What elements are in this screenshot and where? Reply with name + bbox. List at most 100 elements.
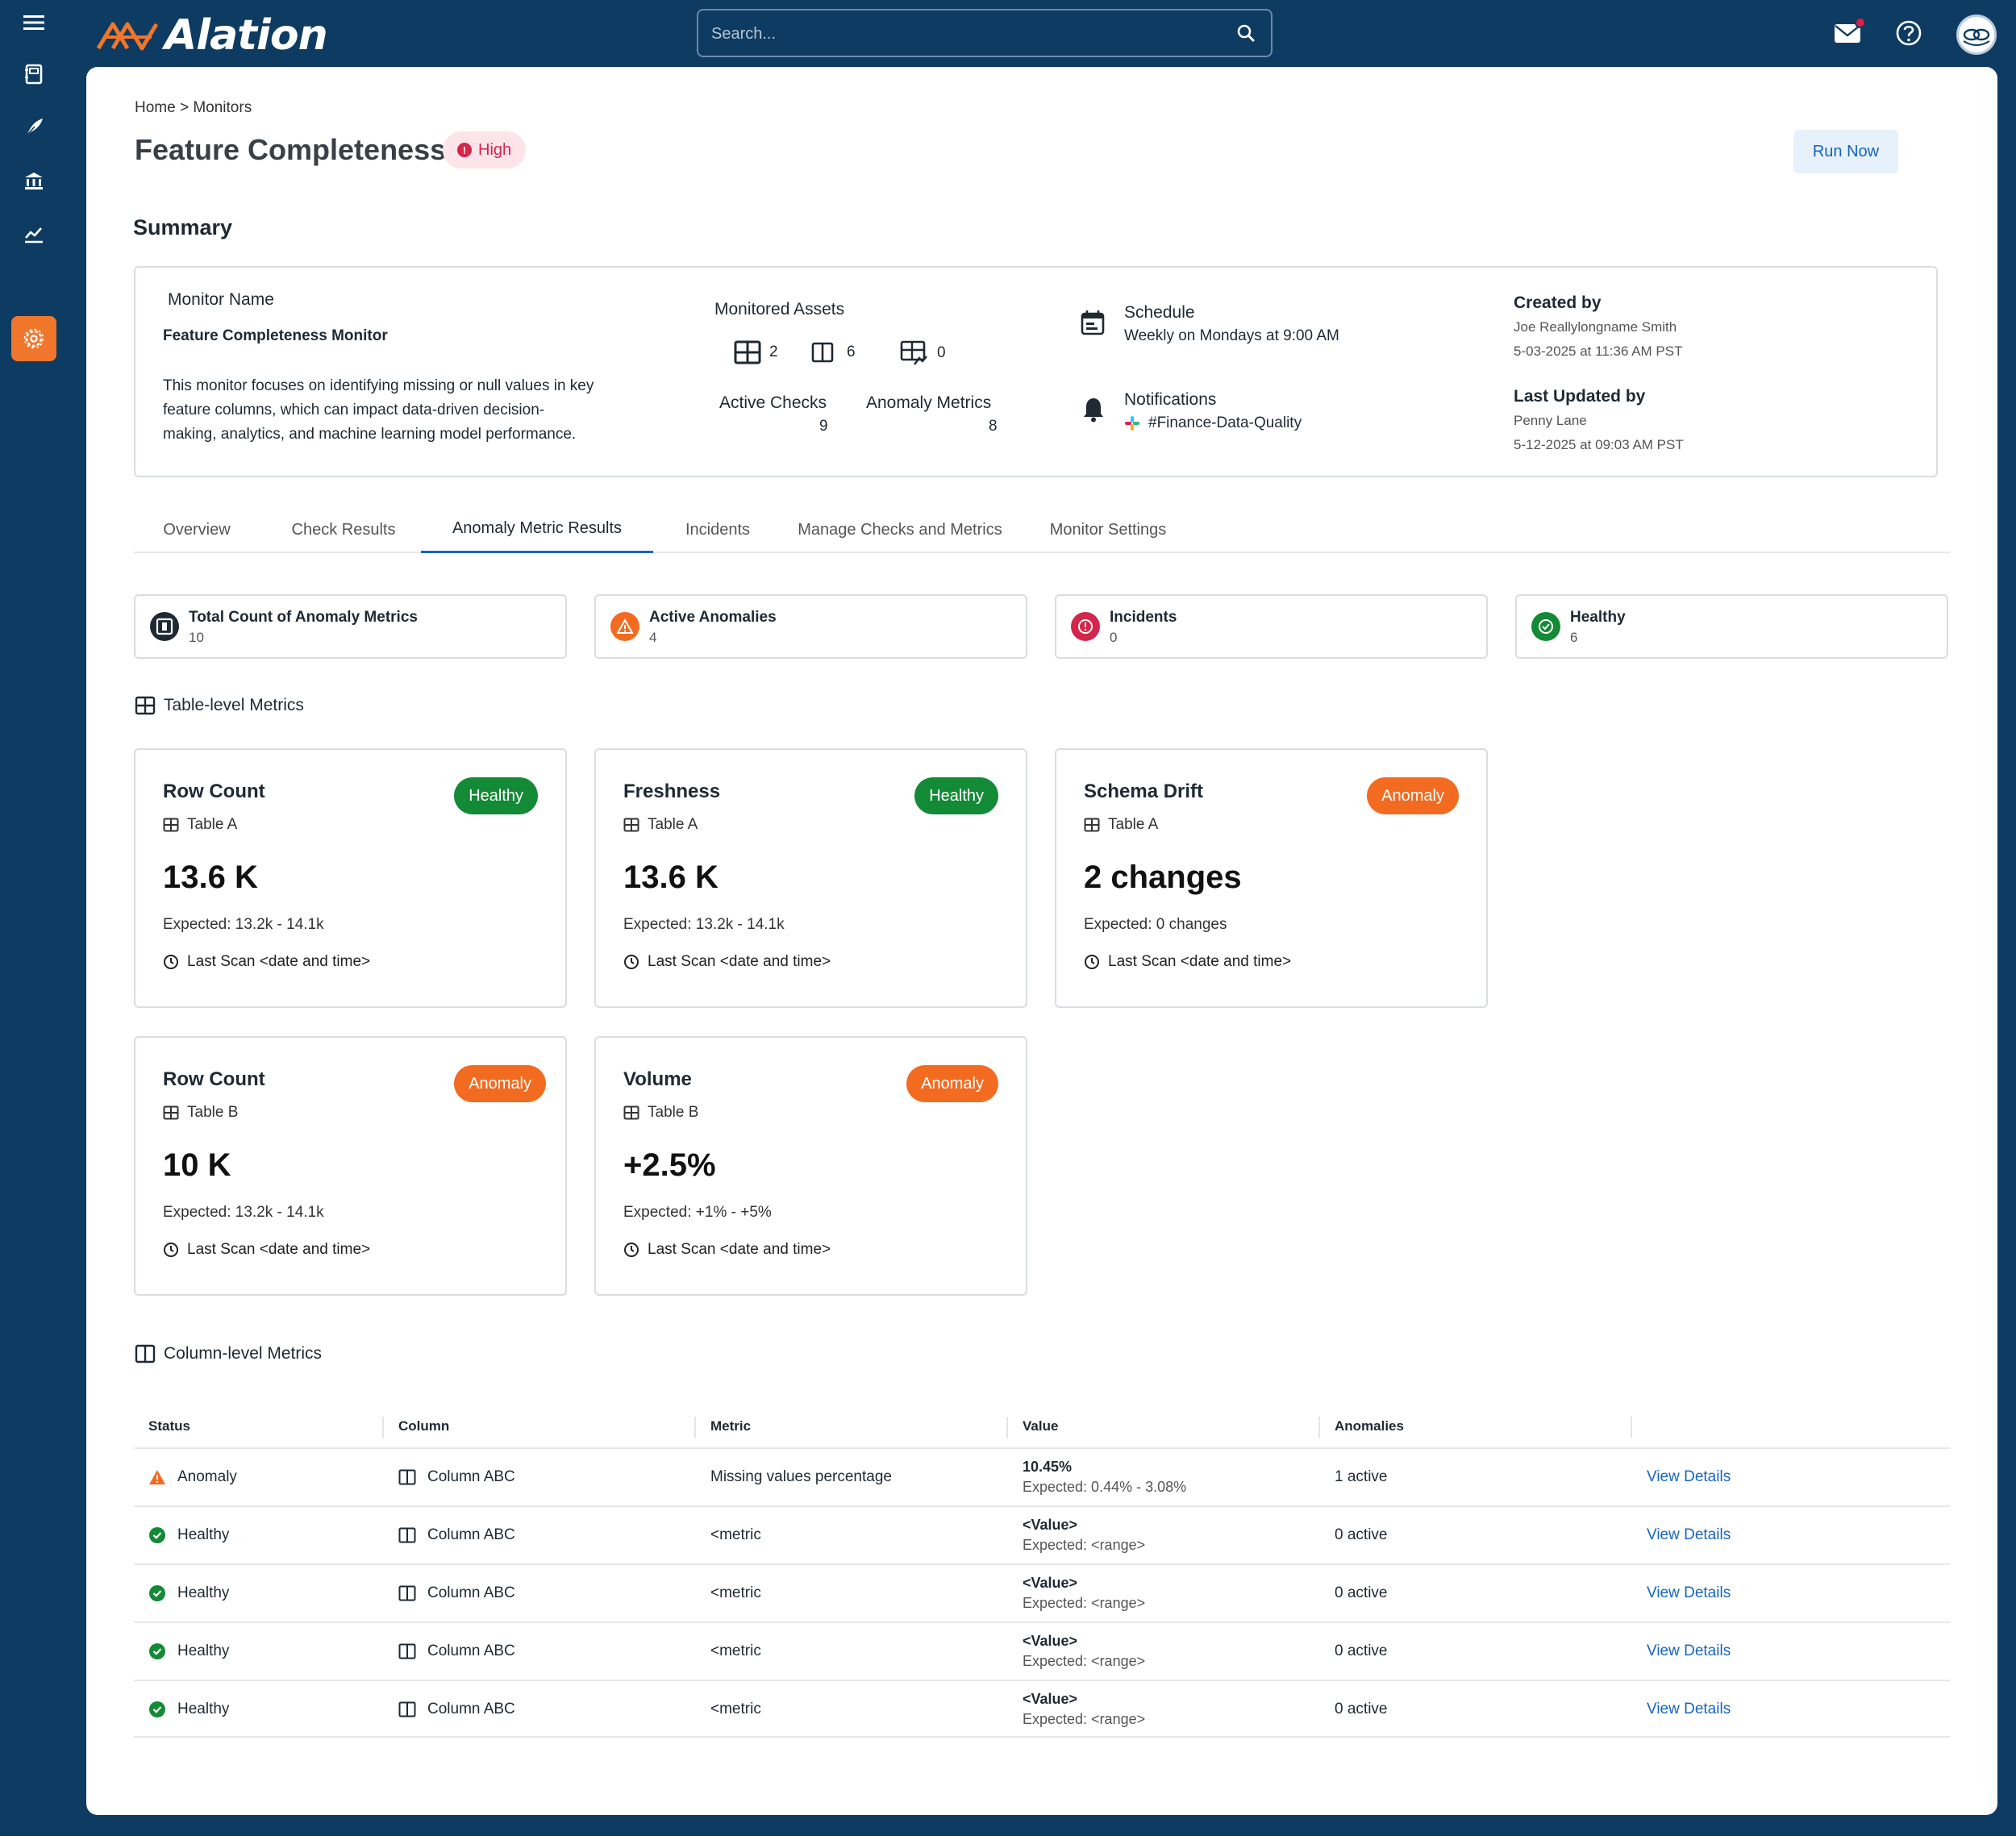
- table-level-heading: Table-level Metrics: [135, 696, 304, 715]
- column-header-status[interactable]: Status: [148, 1418, 190, 1434]
- metric-card[interactable]: Row Count Anomaly Table B 10 K Expected:…: [134, 1036, 567, 1296]
- tab-anomaly-metric-results[interactable]: Anomaly Metric Results: [421, 506, 653, 553]
- status-badge: Anomaly: [1367, 777, 1459, 814]
- compose-quill-icon[interactable]: [18, 111, 50, 144]
- expected-range: Expected: 0.44% - 3.08%: [1023, 1479, 1187, 1495]
- table-icon: [734, 340, 761, 364]
- table-row: Healthy Column ABC <metric <Value> Expec…: [134, 1680, 1950, 1738]
- expected-range: Expected: <range>: [1023, 1653, 1146, 1669]
- metric-table: Table A: [1084, 816, 1158, 834]
- mail-icon[interactable]: [1834, 16, 1866, 48]
- column-header-anomalies[interactable]: Anomalies: [1335, 1418, 1404, 1434]
- table-name: Table B: [648, 1104, 699, 1121]
- table-row: Healthy Column ABC <metric <Value> Expec…: [134, 1622, 1950, 1680]
- column-header-value[interactable]: Value: [1023, 1418, 1059, 1434]
- expected-range: Expected: <range>: [1023, 1711, 1146, 1727]
- run-now-button[interactable]: Run Now: [1793, 130, 1898, 173]
- metric-card[interactable]: Row Count Healthy Table A 13.6 K Expecte…: [134, 748, 567, 1008]
- status-cell: Healthy: [148, 1681, 229, 1738]
- stat-value: 0: [1110, 630, 1118, 645]
- search-input[interactable]: [711, 22, 1195, 46]
- column-cell[interactable]: Column ABC: [398, 1507, 515, 1563]
- search-box[interactable]: [697, 9, 1272, 57]
- description-line: feature columns, which can impact data-d…: [163, 402, 545, 418]
- catalog-book-icon[interactable]: [18, 58, 50, 90]
- column-cell[interactable]: Column ABC: [398, 1565, 515, 1622]
- metric-table: Table A: [163, 816, 237, 834]
- metric-card[interactable]: Schema Drift Anomaly Table A 2 changes E…: [1055, 748, 1488, 1008]
- metric-card[interactable]: Freshness Healthy Table A 13.6 K Expecte…: [594, 748, 1027, 1008]
- search-icon[interactable]: [1235, 23, 1256, 48]
- help-icon[interactable]: [1895, 19, 1922, 51]
- user-avatar[interactable]: [1956, 15, 1997, 55]
- table-row: Anomaly Column ABC Missing values percen…: [134, 1447, 1950, 1505]
- view-details-link[interactable]: View Details: [1647, 1701, 1731, 1717]
- calendar-icon: [1081, 310, 1105, 339]
- value-cell: <Value> Expected: <range>: [1023, 1565, 1145, 1622]
- column-header-column[interactable]: Column: [398, 1418, 450, 1434]
- last-scan-text: Last Scan <date and time>: [648, 953, 831, 970]
- tab-incidents[interactable]: Incidents: [685, 520, 751, 539]
- metrics-count-icon: [150, 612, 179, 641]
- notification-channel[interactable]: #Finance-Data-Quality: [1124, 414, 1302, 432]
- view-details-link[interactable]: View Details: [1647, 1468, 1731, 1485]
- table-icon: [163, 818, 179, 832]
- column-cell[interactable]: Column ABC: [398, 1623, 515, 1680]
- menu-icon[interactable]: [18, 6, 50, 39]
- value-cell: <Value> Expected: <range>: [1023, 1507, 1145, 1563]
- healthy-check-icon: [1531, 612, 1560, 641]
- metric-expected: Expected: 13.2k - 14.1k: [163, 1204, 324, 1221]
- summary-card: Monitor Name Feature Completeness Monito…: [134, 266, 1938, 477]
- column-cell[interactable]: Column ABC: [398, 1449, 515, 1505]
- bell-icon: [1082, 397, 1105, 427]
- data-quality-gear-icon[interactable]: [11, 316, 56, 361]
- anomaly-metrics-label: Anomaly Metrics: [866, 393, 992, 412]
- column-header-metric[interactable]: Metric: [710, 1418, 752, 1434]
- anomaly-metrics-value: 8: [989, 418, 998, 435]
- top-bar: Alation: [68, 0, 2016, 67]
- column-name: Column ABC: [427, 1468, 515, 1485]
- column-icon: [811, 342, 834, 363]
- slack-icon: [1125, 416, 1139, 431]
- status-cell: Healthy: [148, 1623, 229, 1680]
- asset-queries[interactable]: 0: [900, 340, 946, 366]
- view-details-link[interactable]: View Details: [1647, 1584, 1731, 1601]
- tab-monitor-settings[interactable]: Monitor Settings: [1049, 520, 1167, 539]
- asset-tables[interactable]: 2: [734, 340, 778, 364]
- clock-icon: [624, 955, 639, 969]
- notification-channel-name: #Finance-Data-Quality: [1148, 414, 1302, 431]
- column-name: Column ABC: [427, 1642, 515, 1659]
- tab-overview[interactable]: Overview: [163, 520, 231, 539]
- alation-logo[interactable]: Alation: [95, 11, 328, 60]
- last-scan-text: Last Scan <date and time>: [648, 1241, 831, 1258]
- tab-manage-checks-and-metrics[interactable]: Manage Checks and Metrics: [798, 520, 1002, 539]
- asset-queries-count: 0: [937, 344, 946, 361]
- monitor-name-label: Monitor Name: [168, 290, 274, 309]
- governance-building-icon[interactable]: [18, 164, 50, 197]
- view-details-link[interactable]: View Details: [1647, 1526, 1731, 1543]
- status-badge: Anomaly: [906, 1065, 998, 1102]
- clock-icon: [164, 955, 178, 969]
- asset-columns[interactable]: 6: [811, 342, 856, 363]
- status-badge: Healthy: [454, 777, 538, 814]
- value-text: <Value>: [1023, 1517, 1078, 1533]
- view-details-link[interactable]: View Details: [1647, 1642, 1731, 1659]
- tab-check-results[interactable]: Check Results: [291, 520, 396, 539]
- metric-card[interactable]: Volume Anomaly Table B +2.5% Expected: +…: [594, 1036, 1027, 1296]
- main-panel: Home > Monitors Feature Completeness ! H…: [86, 67, 1997, 1815]
- warning-icon: [149, 1470, 165, 1484]
- monitor-description: This monitor focuses on identifying miss…: [163, 374, 594, 447]
- analytics-chart-icon[interactable]: [18, 218, 50, 250]
- severity-label: High: [478, 140, 512, 159]
- expected-range: Expected: <range>: [1023, 1537, 1146, 1553]
- header-divider: [1631, 1417, 1632, 1438]
- check-circle-icon: [149, 1643, 165, 1659]
- check-circle-icon: [149, 1585, 165, 1601]
- logo-mark-icon: [96, 22, 159, 51]
- breadcrumb[interactable]: Home > Monitors: [135, 99, 252, 116]
- metric-cell: <metric: [710, 1526, 761, 1543]
- anomalies-cell: 1 active: [1335, 1468, 1388, 1485]
- column-cell[interactable]: Column ABC: [398, 1681, 515, 1738]
- updated-by-user: Penny Lane: [1514, 413, 1587, 428]
- value-text: <Value>: [1023, 1633, 1078, 1649]
